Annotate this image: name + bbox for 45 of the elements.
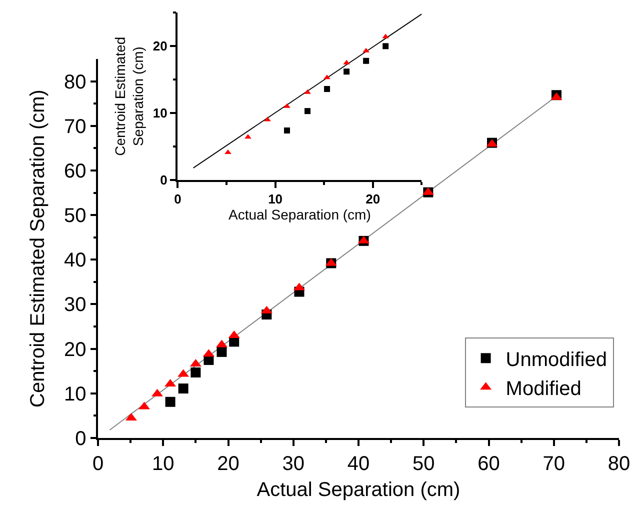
y-axis-title: Centroid Estimated Separation (cm) [27, 90, 49, 408]
point [382, 43, 389, 50]
x-tick-label: 20 [217, 452, 240, 475]
y-tick-label: 60 [64, 160, 86, 182]
point [304, 108, 311, 114]
point [165, 396, 176, 407]
y-tick-label: 0 [160, 172, 168, 188]
y-tick-label: 70 [64, 116, 86, 138]
y-tick-label: 50 [64, 205, 86, 228]
point [224, 150, 232, 154]
point [190, 367, 201, 378]
x-tick-label: 50 [412, 452, 435, 475]
x-tick-label: 10 [268, 191, 283, 206]
point [344, 68, 350, 75]
point [284, 127, 290, 134]
y-tick-label: 10 [64, 383, 86, 406]
y-tick-label: 0 [75, 428, 86, 450]
y-tick-label: 40 [64, 250, 86, 272]
x-tick-label: 0 [92, 452, 104, 475]
point [324, 86, 330, 92]
point [264, 116, 271, 122]
x-tick-label: 80 [608, 452, 630, 475]
point [244, 134, 252, 139]
x-tick-label: 60 [478, 452, 500, 475]
y-tick-label: 80 [64, 71, 86, 94]
y-tick-label: 20 [152, 38, 168, 54]
legend-label: Modified [506, 378, 582, 400]
x-tick-label: 30 [282, 452, 305, 475]
legend-label: Unmodified [506, 348, 607, 371]
x-tick-label: 0 [174, 191, 182, 206]
point [178, 384, 188, 394]
point [304, 89, 311, 94]
point [324, 74, 330, 80]
y-tick-label: 30 [64, 294, 86, 316]
x-axis-title: Actual Separation (cm) [228, 206, 371, 222]
x-tick-label: 40 [347, 452, 370, 475]
y-tick-label: 20 [64, 338, 86, 361]
x-tick-label: 20 [366, 191, 380, 206]
y-axis-title: Centroid Estimated Separation (cm) [112, 36, 146, 156]
x-tick-label: 70 [542, 452, 566, 475]
point [216, 346, 227, 357]
x-axis-title: Actual Separation (cm) [256, 478, 460, 501]
y-tick-label: 10 [152, 106, 168, 121]
point [363, 58, 370, 64]
point [284, 103, 290, 108]
